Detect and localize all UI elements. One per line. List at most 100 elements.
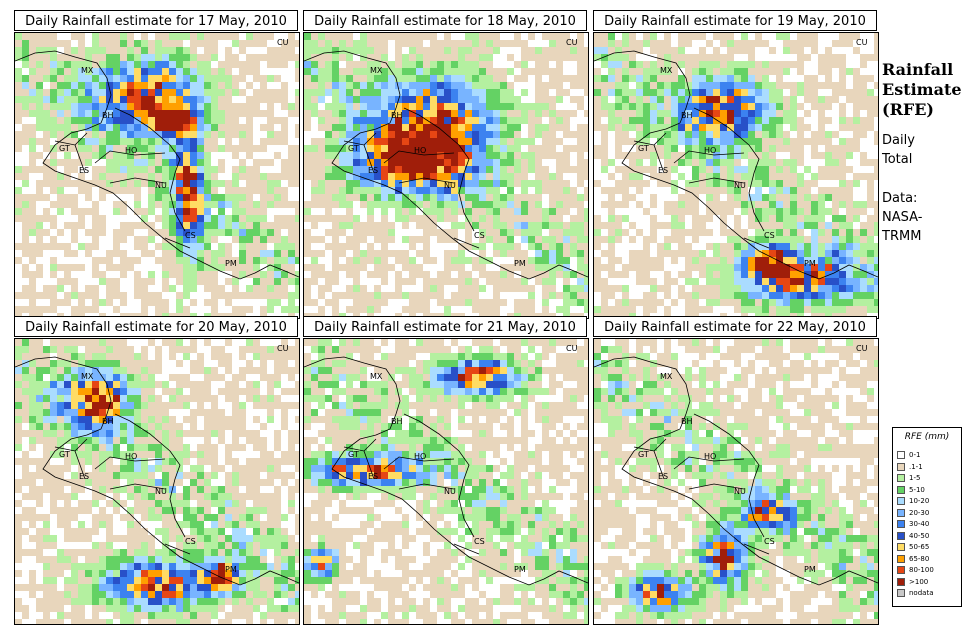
rainfall-cell	[71, 68, 78, 75]
rainfall-cell	[295, 110, 299, 117]
rainfall-cell	[594, 313, 601, 318]
rainfall-cell	[134, 374, 141, 381]
rainfall-cell	[211, 201, 218, 208]
rainfall-cell	[594, 257, 601, 264]
rainfall-cell	[169, 96, 176, 103]
rainfall-cell	[318, 33, 325, 40]
rainfall-cell	[839, 33, 846, 40]
rainfall-cell	[650, 201, 657, 208]
rainfall-cell	[608, 201, 615, 208]
rainfall-cell	[671, 124, 678, 131]
rainfall-cell	[36, 215, 43, 222]
rainfall-cell	[85, 353, 92, 360]
rainfall-cell	[577, 201, 584, 208]
rainfall-cell	[183, 500, 190, 507]
rainfall-cell	[563, 201, 570, 208]
rainfall-cell	[339, 54, 346, 61]
rainfall-cell	[437, 292, 444, 299]
rainfall-cell	[643, 166, 650, 173]
rainfall-cell	[176, 381, 183, 388]
rainfall-cell	[577, 299, 584, 306]
rainfall-cell	[472, 285, 479, 292]
rainfall-cell	[50, 96, 57, 103]
rainfall-cell	[472, 110, 479, 117]
rainfall-cell	[204, 180, 211, 187]
rainfall-cell	[204, 110, 211, 117]
rainfall-cell	[832, 131, 839, 138]
rainfall-cell	[437, 54, 444, 61]
rainfall-cell	[367, 138, 374, 145]
rainfall-cell	[288, 402, 295, 409]
rainfall-cell	[706, 159, 713, 166]
rainfall-cell	[99, 124, 106, 131]
rainfall-cell	[29, 124, 36, 131]
rainfall-cell	[776, 187, 783, 194]
rainfall-cell	[267, 236, 274, 243]
rainfall-cell	[218, 208, 225, 215]
rainfall-cell	[542, 222, 549, 229]
rainfall-cell	[790, 292, 797, 299]
rainfall-cell	[622, 54, 629, 61]
rainfall-cell	[232, 381, 239, 388]
rainfall-cell	[741, 33, 748, 40]
rainfall-cell	[339, 250, 346, 257]
rainfall-cell	[183, 68, 190, 75]
rainfall-cell	[246, 250, 253, 257]
rainfall-cell	[423, 47, 430, 54]
rainfall-cell	[706, 124, 713, 131]
rainfall-cell	[267, 222, 274, 229]
rainfall-cell	[622, 194, 629, 201]
rainfall-cell	[50, 465, 57, 472]
rainfall-cell	[486, 138, 493, 145]
rainfall-cell	[811, 75, 818, 82]
rainfall-cell	[127, 465, 134, 472]
rainfall-cell	[853, 131, 860, 138]
rainfall-cell	[281, 388, 288, 395]
rainfall-cell	[211, 374, 218, 381]
rainfall-cell	[528, 222, 535, 229]
rainfall-cell	[577, 131, 584, 138]
rainfall-cell	[260, 159, 267, 166]
rainfall-cell	[106, 61, 113, 68]
rainfall-cell	[643, 117, 650, 124]
rainfall-cell	[360, 152, 367, 159]
rainfall-cell	[741, 243, 748, 250]
rainfall-cell	[437, 138, 444, 145]
rainfall-cell	[232, 306, 239, 313]
coastline-border	[15, 50, 299, 280]
rainfall-cell	[267, 500, 274, 507]
rainfall-cell	[549, 131, 556, 138]
rainfall-cell	[318, 117, 325, 124]
rainfall-cell	[790, 243, 797, 250]
rainfall-cell	[790, 278, 797, 285]
rainfall-cell	[584, 292, 588, 299]
rainfall-cell	[211, 117, 218, 124]
rainfall-cell	[458, 124, 465, 131]
rainfall-cell	[127, 89, 134, 96]
rainfall-cell	[458, 159, 465, 166]
rainfall-cell	[246, 514, 253, 521]
rainfall-cell	[43, 96, 50, 103]
rainfall-cell	[29, 409, 36, 416]
rainfall-cell	[127, 437, 134, 444]
rainfall-cell	[92, 388, 99, 395]
rainfall-cell	[423, 250, 430, 257]
rainfall-cell	[127, 229, 134, 236]
rainfall-cell	[692, 229, 699, 236]
rainfall-cell	[43, 486, 50, 493]
rainfall-cell	[246, 339, 253, 346]
rainfall-cell	[225, 131, 232, 138]
rainfall-cell	[535, 271, 542, 278]
rainfall-cell	[699, 124, 706, 131]
rainfall-cell	[437, 47, 444, 54]
rainfall-cell	[239, 500, 246, 507]
rainfall-cell	[451, 103, 458, 110]
rainfall-cell	[549, 124, 556, 131]
rainfall-cell	[409, 61, 416, 68]
rainfall-cell	[409, 313, 416, 318]
rainfall-map: MX BH GT HO ES NU CS PM CU	[14, 32, 300, 319]
rainfall-cell	[671, 166, 678, 173]
rainfall-cell	[650, 278, 657, 285]
rainfall-cell	[776, 96, 783, 103]
rainfall-cell	[148, 82, 155, 89]
